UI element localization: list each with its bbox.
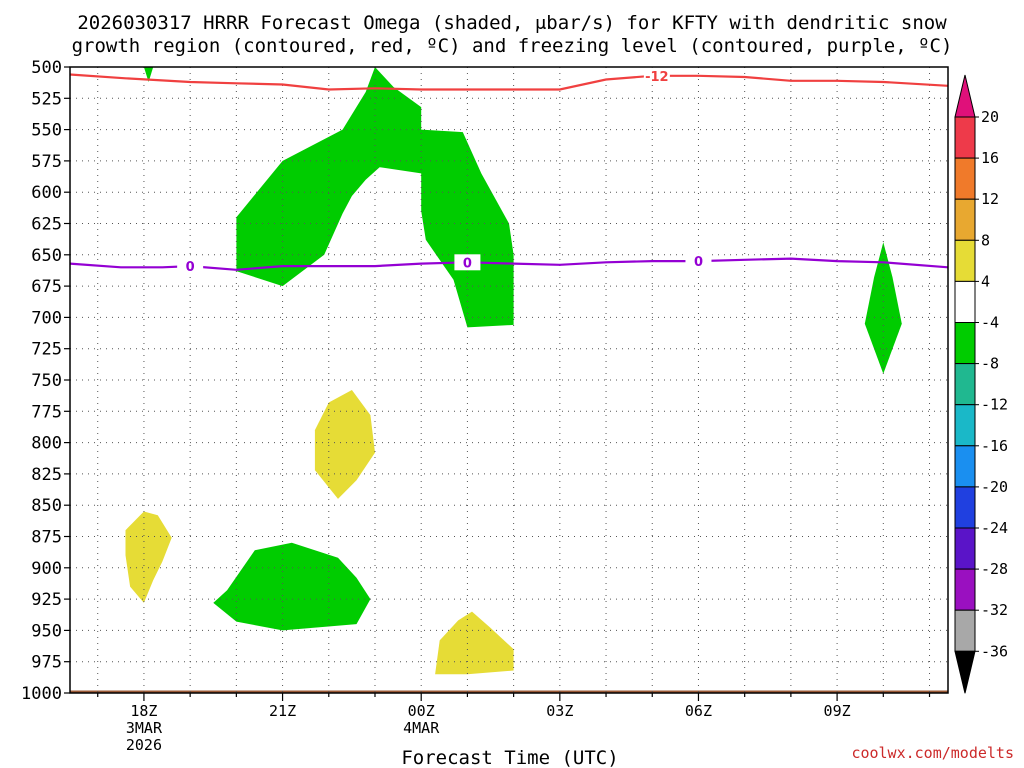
x-axis-label: Forecast Time (UTC) (401, 747, 618, 768)
y-tick-label: 950 (31, 621, 62, 641)
y-tick-label: 525 (31, 89, 62, 109)
y-tick-label: 925 (31, 590, 62, 610)
contour-line-0 (69, 73, 949, 91)
y-tick-label: 575 (31, 152, 62, 172)
y-tick-label: 700 (31, 308, 62, 328)
y-tick-label: 825 (31, 465, 62, 485)
contour-label-bg (177, 258, 204, 275)
y-tick-label: 900 (31, 559, 62, 579)
omega-region-5 (125, 511, 172, 603)
colorbar-label: -20 (981, 478, 1008, 496)
colorbar-bottom-arrow (954, 650, 976, 694)
y-axis: 500 525 550 575 600 625 650 675 700 725 750 775 800 8… (21, 58, 70, 704)
colorbar-label: -16 (981, 437, 1008, 455)
contour-label-bg (454, 254, 481, 271)
x-tick-label: 00Z (408, 702, 435, 720)
colorbar-label: 8 (981, 231, 990, 249)
colorbar-swatch (954, 322, 976, 365)
x-tick-label: 09Z (824, 702, 851, 720)
colorbar-swatch (954, 157, 976, 200)
y-tick-label: 875 (31, 528, 62, 548)
colorbar-label: -28 (981, 560, 1008, 578)
colorbar-top-arrow (954, 74, 976, 118)
y-tick-label: 625 (31, 215, 62, 235)
credit-text: coolwx.com/modelts (851, 744, 1014, 762)
x-tick-label: 2026 (126, 736, 162, 754)
contour-label-1-1: 0 (463, 256, 472, 271)
colorbar-label: 12 (981, 190, 999, 208)
omega-region-1 (236, 67, 514, 328)
colorbar-label: 4 (981, 272, 990, 290)
colorbar-label: -32 (981, 601, 1008, 619)
y-tick-label: 500 (31, 58, 62, 78)
x-tick-label: 21Z (269, 702, 296, 720)
colorbar-swatch (954, 363, 976, 406)
colorbar-label: -8 (981, 355, 999, 373)
y-tick-label: 650 (31, 246, 62, 266)
x-tick-label: 18Z (130, 702, 157, 720)
x-tick-label: 4MAR (403, 719, 440, 737)
chart-title-line1: 2026030317 HRRR Forecast Omega (shaded, … (77, 12, 947, 34)
omega-region-6 (435, 611, 514, 675)
colorbar-swatch (954, 239, 976, 282)
colorbar-swatch (954, 527, 976, 570)
contour-label-0-0: -12 (645, 70, 669, 85)
y-tick-label: 725 (31, 340, 62, 360)
contour-label-1-0: 0 (186, 260, 195, 275)
omega-region-4 (314, 390, 375, 499)
colorbar-label: -12 (981, 396, 1008, 414)
colorbar-swatch (954, 609, 976, 652)
y-tick-label: 975 (31, 653, 62, 673)
x-tick-label: 03Z (546, 702, 573, 720)
y-tick-label: 550 (31, 121, 62, 141)
colorbar-label: -36 (981, 642, 1008, 660)
contours: -12 0 0 0 (69, 67, 949, 275)
colorbar-swatch (954, 404, 976, 447)
colorbar-swatch (954, 445, 976, 488)
colorbar-swatch (954, 198, 976, 241)
colorbar-swatch (954, 486, 976, 529)
omega-region-3 (213, 542, 371, 631)
omega-region-0 (143, 67, 154, 82)
colorbar-swatch (954, 116, 976, 159)
colorbar-label: 16 (981, 149, 999, 167)
contour-label-bg (685, 253, 712, 270)
colorbar: 20 16 12 8 4 -4 -8 -12 -16 -20 -24 -28 -32 -36 (954, 74, 1008, 694)
contour-label-1-2: 0 (694, 255, 703, 270)
x-tick-label: 3MAR (126, 719, 163, 737)
chart-title-line2: growth region (contoured, red, ºC) and f… (72, 35, 953, 57)
y-tick-label: 775 (31, 402, 62, 422)
y-tick-label: 800 (31, 434, 62, 454)
plot-area: -12 0 0 0 (69, 66, 949, 694)
colorbar-label: -4 (981, 314, 999, 332)
colorbar-swatch (954, 280, 976, 323)
y-tick-label: 1000 (21, 684, 62, 704)
x-tick-label: 06Z (685, 702, 712, 720)
y-tick-label: 850 (31, 496, 62, 516)
y-tick-label: 600 (31, 183, 62, 203)
y-tick-label: 750 (31, 371, 62, 391)
contour-label-bg (643, 67, 670, 84)
colorbar-label: 20 (981, 108, 999, 126)
colorbar-label: -24 (981, 519, 1008, 537)
colorbar-swatch (954, 568, 976, 611)
y-tick-label: 675 (31, 277, 62, 297)
gridlines (70, 67, 948, 693)
